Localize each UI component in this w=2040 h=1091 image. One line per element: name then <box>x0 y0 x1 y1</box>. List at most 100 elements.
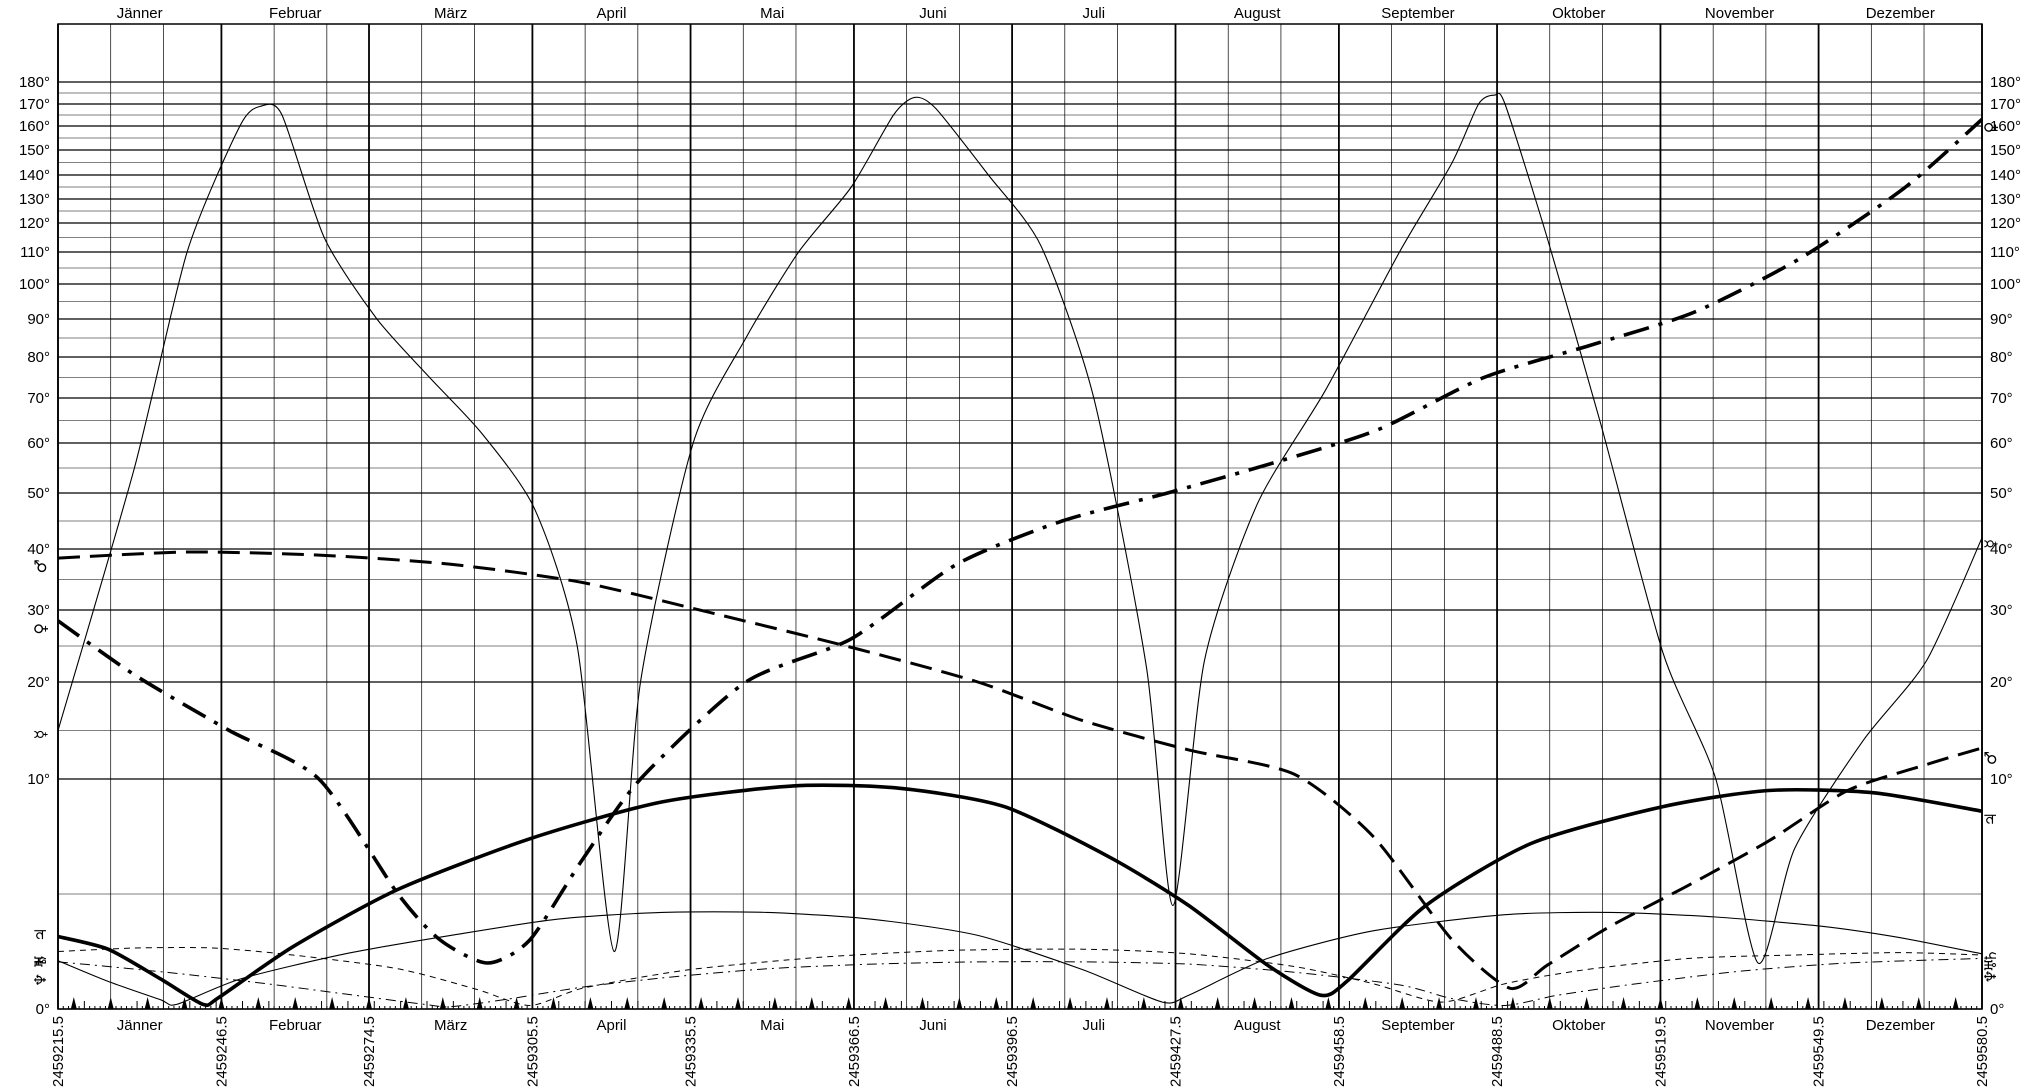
jd-tick-label: 2459215.5 <box>50 1016 67 1087</box>
planet-symbol-left-mercury: ☿ <box>31 730 50 740</box>
y-tick-label-left: 60° <box>27 435 50 452</box>
planet-symbol-left-mars: ♂ <box>31 559 50 573</box>
week-marker <box>70 997 77 1009</box>
week-marker <box>1841 997 1848 1009</box>
planet-symbol-right-jupiter: ♃ <box>1981 812 2000 826</box>
week-marker <box>845 997 852 1009</box>
week-marker <box>956 997 963 1009</box>
week-marker <box>513 997 520 1009</box>
month-label-top: Juni <box>919 5 947 22</box>
month-label-top: Juli <box>1083 5 1106 22</box>
plot-frame <box>57 23 1983 1010</box>
series-line-neptune <box>57 957 1983 1008</box>
week-marker <box>993 997 1000 1009</box>
month-label-bottom: August <box>1234 1017 1282 1034</box>
planet-symbol-left-venus: ♀ <box>31 623 50 635</box>
y-tick-label-left: 80° <box>27 349 50 366</box>
week-marker <box>366 997 373 1009</box>
jd-tick-label: 2459458.5 <box>1331 1016 1348 1087</box>
week-marker <box>1177 997 1184 1009</box>
week-marker <box>1620 997 1627 1009</box>
y-tick-label-left: 160° <box>19 118 50 135</box>
week-marker <box>1768 997 1775 1009</box>
week-marker <box>1399 997 1406 1009</box>
month-label-top: Dezember <box>1866 5 1935 22</box>
y-tick-label-left: 130° <box>19 191 50 208</box>
tick-marks <box>57 997 1983 1009</box>
planet-symbol-right-mars: ♂ <box>1981 751 2000 765</box>
week-marker <box>476 997 483 1009</box>
week-marker <box>1952 997 1959 1009</box>
jd-tick-label: 2459549.5 <box>1811 1016 1828 1087</box>
y-tick-label-left: 170° <box>19 96 50 113</box>
y-tick-label-right: 0° <box>1990 1001 2004 1018</box>
month-label-bottom: Juli <box>1083 1017 1106 1034</box>
week-marker <box>1067 997 1074 1009</box>
week-marker <box>1657 997 1664 1009</box>
month-label-top: September <box>1381 5 1454 22</box>
week-marker <box>255 997 262 1009</box>
week-marker <box>808 997 815 1009</box>
month-label-bottom: Mai <box>760 1017 784 1034</box>
week-marker <box>1325 997 1332 1009</box>
jd-tick-label: 2459519.5 <box>1652 1016 1669 1087</box>
y-tick-label-right: 110° <box>1990 244 2020 261</box>
y-tick-label-right: 40° <box>1990 541 2013 558</box>
month-label-top: März <box>434 5 467 22</box>
month-label-bottom: September <box>1381 1017 1454 1034</box>
series-line-mars <box>57 550 1983 990</box>
y-tick-label-right: 100° <box>1990 276 2021 293</box>
week-marker <box>919 997 926 1009</box>
week-marker <box>218 997 225 1009</box>
week-marker <box>1103 997 1110 1009</box>
week-marker <box>402 997 409 1009</box>
y-tick-label-right: 70° <box>1990 390 2013 407</box>
y-tick-label-left: 90° <box>27 311 50 328</box>
week-marker <box>1472 997 1479 1009</box>
week-marker <box>1140 997 1147 1009</box>
y-tick-label-left: 40° <box>27 541 50 558</box>
planet-symbol-right-mercury: ☿ <box>1981 539 2000 549</box>
jd-tick-label: 2459580.5 <box>1974 1016 1991 1087</box>
y-tick-label-right: 150° <box>1990 142 2021 159</box>
month-label-top: Jänner <box>117 5 163 22</box>
y-tick-label-right: 80° <box>1990 349 2013 366</box>
week-marker <box>1878 997 1885 1009</box>
series-line-saturn <box>57 911 1983 1006</box>
y-tick-label-right: 160° <box>1990 118 2021 135</box>
week-marker <box>882 997 889 1009</box>
week-marker <box>292 997 299 1009</box>
y-tick-label-left: 30° <box>27 602 50 619</box>
month-label-bottom: März <box>434 1017 467 1034</box>
y-tick-label-left: 0° <box>36 1001 50 1018</box>
week-marker <box>181 997 188 1009</box>
labels: 0° 0° 10° 10° 20° 20° 30° 30° 40° 40° 50° 50° 60° 60°… <box>19 5 2021 1087</box>
week-marker <box>661 997 668 1009</box>
month-label-bottom: November <box>1705 1017 1774 1034</box>
planet-symbol-left-jupiter: ♃ <box>31 927 50 941</box>
month-label-top: August <box>1234 5 1282 22</box>
planet-symbol-right-neptune: ♆ <box>1981 969 2000 983</box>
y-tick-label-left: 70° <box>27 390 50 407</box>
series-line-mercury <box>57 92 1983 964</box>
planet-symbol-left-neptune: ♆ <box>31 973 50 987</box>
y-tick-label-right: 30° <box>1990 602 2013 619</box>
series-line-venus <box>56 118 1984 965</box>
month-label-top: November <box>1705 5 1774 22</box>
jd-tick-label: 2459396.5 <box>1004 1016 1021 1087</box>
y-tick-label-right: 170° <box>1990 96 2021 113</box>
series-line-jupiter <box>57 783 1983 1008</box>
week-marker <box>1251 997 1258 1009</box>
week-marker <box>550 997 557 1009</box>
month-label-top: Mai <box>760 5 784 22</box>
month-label-bottom: Februar <box>269 1017 322 1034</box>
y-tick-label-right: 90° <box>1990 311 2013 328</box>
jd-tick-label: 2459274.5 <box>361 1016 378 1087</box>
week-marker <box>1805 997 1812 1009</box>
week-marker <box>439 997 446 1009</box>
week-marker <box>1546 997 1553 1009</box>
month-label-bottom: Jänner <box>117 1017 163 1034</box>
week-marker <box>1731 997 1738 1009</box>
week-marker <box>1583 997 1590 1009</box>
